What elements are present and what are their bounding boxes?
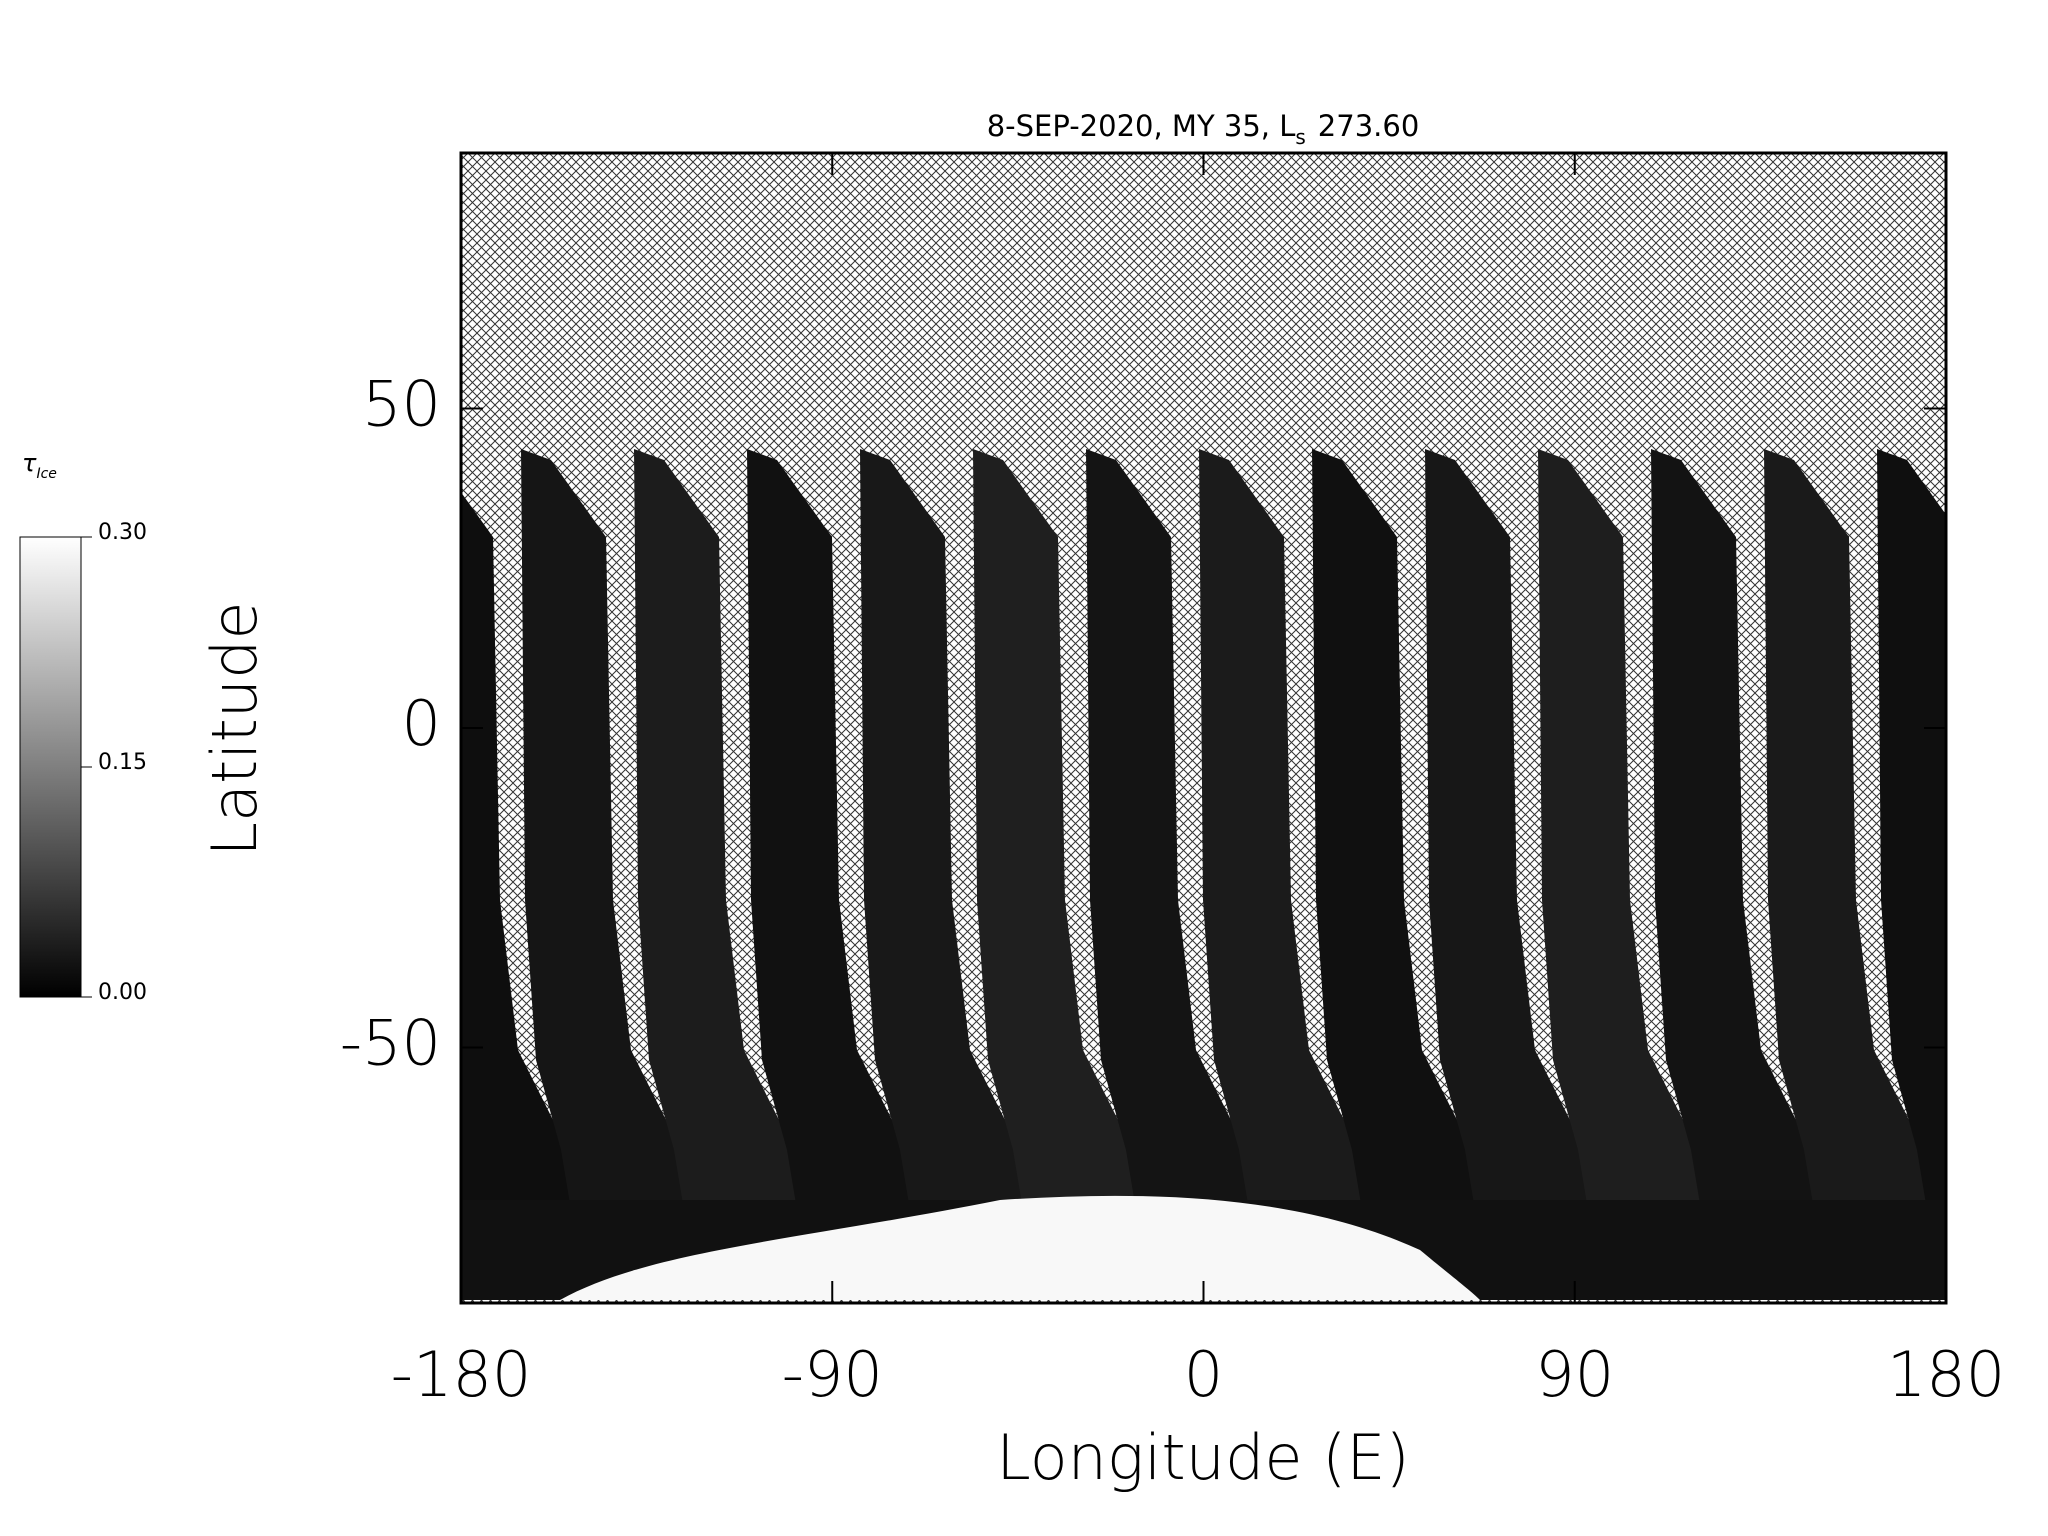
swath <box>1877 449 1946 1270</box>
colorbar-tick-label: 0.30 <box>98 520 147 545</box>
x-tick-label: -180 <box>391 1338 532 1411</box>
title-text: 8-SEP-2020, MY 35, L <box>987 109 1296 143</box>
colorbar <box>19 536 82 998</box>
swath <box>1425 449 1600 1270</box>
swath <box>860 449 1035 1270</box>
y-tick-label: 50 <box>362 368 441 441</box>
swath <box>1199 449 1374 1270</box>
swaths <box>461 449 1946 1300</box>
y-tick-label: 0 <box>402 687 441 760</box>
title-tail: 273.60 <box>1318 109 1419 143</box>
swath <box>1651 449 1826 1270</box>
ice-cap <box>560 1195 1480 1300</box>
swath <box>1538 449 1713 1270</box>
colorbar-tick-label: 0.00 <box>98 980 147 1005</box>
colorbar-symbol: τ <box>22 449 37 477</box>
swath <box>1086 449 1261 1270</box>
swath <box>1312 449 1487 1270</box>
colorbar-tick-label: 0.15 <box>98 750 147 775</box>
swath <box>747 449 922 1270</box>
swath <box>521 449 696 1270</box>
title-sub: s <box>1295 125 1305 149</box>
chart-title: 8-SEP-2020, MY 35, Ls 273.60 <box>987 109 1420 149</box>
x-tick-label: 90 <box>1535 1338 1614 1411</box>
swath <box>461 492 583 1270</box>
y-axis-label: Latitude <box>198 601 271 856</box>
swath <box>634 449 809 1270</box>
x-tick-label: 180 <box>1887 1338 2005 1411</box>
swath <box>1764 449 1939 1270</box>
swath <box>973 449 1148 1270</box>
x-tick-label: 0 <box>1184 1338 1223 1411</box>
x-axis-label: Longitude (E) <box>996 1421 1409 1494</box>
swath <box>461 1219 470 1270</box>
x-tick-label: -90 <box>782 1338 883 1411</box>
y-tick-label: -50 <box>340 1006 441 1079</box>
colorbar-label: τIce <box>22 449 57 482</box>
colorbar-sub: Ice <box>36 466 56 482</box>
